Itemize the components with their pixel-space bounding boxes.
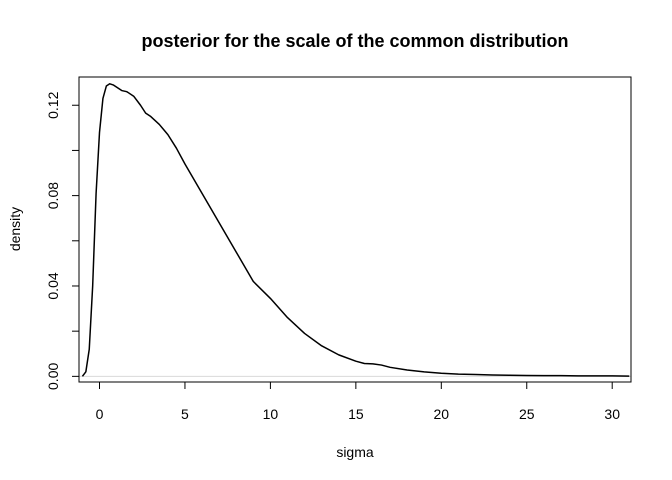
x-tick-label-15: 15: [348, 406, 364, 422]
y-tick-label-1: 0.04: [45, 272, 61, 299]
plot-area: 0 5 10 15 20 25 30 0.00 0.04 0.08 0.12: [45, 76, 632, 422]
x-tick-label-25: 25: [519, 406, 535, 422]
x-tick-label-20: 20: [434, 406, 450, 422]
x-tick-label-5: 5: [181, 406, 189, 422]
chart-title: posterior for the scale of the common di…: [141, 31, 568, 51]
y-tick-label-2: 0.08: [45, 182, 61, 209]
x-axis-label: sigma: [336, 444, 374, 460]
x-tick-label-0: 0: [96, 406, 104, 422]
density-line-0: [81, 83, 630, 377]
y-tick-label-0: 0.00: [45, 363, 61, 390]
y-axis-label: density: [7, 207, 23, 251]
plot-box: [78, 76, 632, 383]
y-tick-label-3: 0.12: [45, 91, 61, 118]
x-tick-label-30: 30: [604, 406, 620, 422]
x-tick-label-10: 10: [263, 406, 279, 422]
